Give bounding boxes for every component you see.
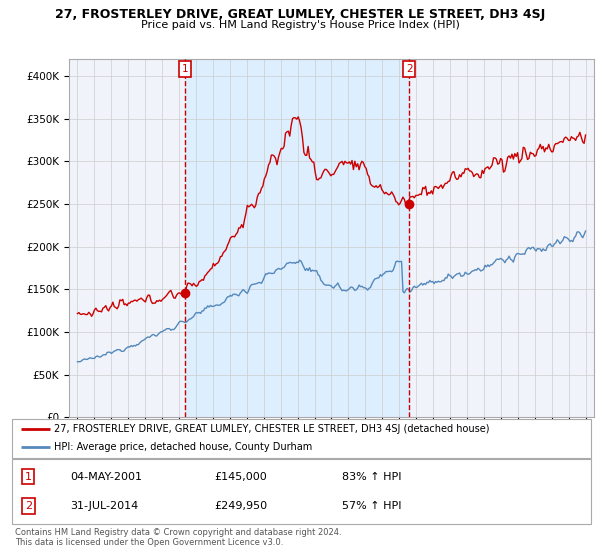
Text: 2: 2	[406, 64, 412, 74]
Text: Price paid vs. HM Land Registry's House Price Index (HPI): Price paid vs. HM Land Registry's House …	[140, 20, 460, 30]
Text: £249,950: £249,950	[215, 501, 268, 511]
Text: 27, FROSTERLEY DRIVE, GREAT LUMLEY, CHESTER LE STREET, DH3 4SJ (detached house): 27, FROSTERLEY DRIVE, GREAT LUMLEY, CHES…	[53, 424, 489, 434]
Text: 2: 2	[25, 501, 32, 511]
Text: 1: 1	[25, 472, 32, 482]
Text: 83% ↑ HPI: 83% ↑ HPI	[342, 472, 401, 482]
FancyBboxPatch shape	[12, 419, 591, 458]
Text: 27, FROSTERLEY DRIVE, GREAT LUMLEY, CHESTER LE STREET, DH3 4SJ: 27, FROSTERLEY DRIVE, GREAT LUMLEY, CHES…	[55, 8, 545, 21]
Bar	[185, 59, 409, 417]
Text: 31-JUL-2014: 31-JUL-2014	[70, 501, 138, 511]
Text: 1: 1	[182, 64, 188, 74]
FancyBboxPatch shape	[12, 459, 591, 524]
Text: 04-MAY-2001: 04-MAY-2001	[70, 472, 142, 482]
Text: HPI: Average price, detached house, County Durham: HPI: Average price, detached house, Coun…	[53, 442, 312, 452]
Text: £145,000: £145,000	[215, 472, 268, 482]
Text: 57% ↑ HPI: 57% ↑ HPI	[342, 501, 401, 511]
Text: Contains HM Land Registry data © Crown copyright and database right 2024.
This d: Contains HM Land Registry data © Crown c…	[15, 528, 341, 547]
